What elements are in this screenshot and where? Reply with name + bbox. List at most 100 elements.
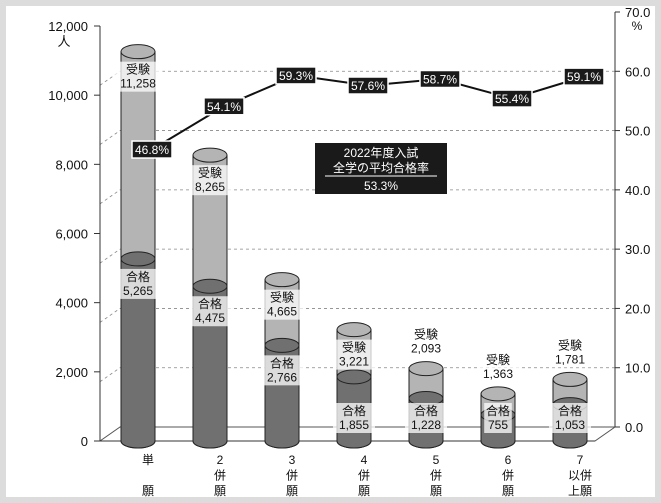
left-tick-label: 6,000 — [55, 227, 88, 242]
pass-data-label-text: 755 — [488, 418, 508, 432]
category-label: 併 — [430, 469, 442, 483]
pass-data-label-bg — [261, 355, 303, 386]
rate-label-box — [131, 140, 173, 159]
exam-data-label-text: 受験 — [558, 337, 582, 352]
pass-data-label: 合格1,053 — [549, 403, 591, 433]
exam-data-label-bg — [113, 61, 163, 92]
rate-label-box — [203, 97, 245, 116]
category-label: 3 — [289, 453, 296, 467]
pass-data-label-bg — [549, 403, 591, 433]
category-label: 願 — [502, 484, 514, 497]
rate-label-box — [491, 89, 533, 108]
pass-data-label-text: 4,475 — [195, 311, 225, 325]
annotation-line-2: 全学の平均合格率 — [333, 160, 429, 175]
exam-bar-top — [120, 44, 156, 60]
gridline-depth — [99, 189, 121, 205]
right-tick-label: 30.0 — [625, 242, 650, 257]
exam-data-label-text: 受験 — [270, 290, 294, 305]
exam-data-label: 受験3,221 — [333, 339, 375, 370]
rate-line: 46.8% 54.1% 59.3% 57.6% 58.7% 55.4% 59.1% — [131, 66, 605, 159]
pass-data-label-bg — [484, 403, 512, 433]
rate-point: 46.8% — [131, 140, 173, 159]
exam-data-label-text: 受験 — [342, 340, 366, 355]
category-label: 6 — [505, 453, 512, 467]
category-label: 併 — [358, 469, 370, 483]
exam-data-label-text: 3,221 — [339, 355, 369, 369]
pass-bar-body — [192, 285, 228, 449]
pass-data-label-text: 合格 — [342, 403, 366, 418]
rate-point: 54.1% — [203, 97, 245, 116]
exam-bar-top — [264, 272, 300, 288]
pass-data-label-text: 1,228 — [411, 418, 441, 432]
rate-label-box — [563, 67, 605, 86]
rate-label-box — [347, 76, 389, 95]
pass-data-label-text: 2,766 — [267, 370, 297, 384]
rate-label-box — [419, 69, 461, 89]
rate-point: 58.7% — [419, 69, 461, 89]
pass-data-label-text: 1,855 — [339, 418, 369, 432]
rate-label: 54.1% — [207, 100, 241, 114]
exam-data-label-text: 11,258 — [120, 77, 156, 91]
right-tick-label: 40.0 — [625, 183, 650, 198]
left-tick-label: 4,000 — [55, 296, 88, 311]
exam-data-label-bg — [261, 289, 303, 320]
pass-data-label: 合格4,475 — [189, 296, 231, 327]
pass-data-label: 合格5,265 — [117, 268, 159, 299]
rate-point: 59.1% — [563, 67, 605, 86]
pass-data-label-text: 合格 — [558, 403, 582, 418]
pass-data-label-text: 1,053 — [555, 418, 585, 432]
rate-label: 59.1% — [567, 70, 601, 84]
pass-data-label-text: 合格 — [414, 403, 438, 418]
category-label: 願 — [286, 484, 298, 497]
annotation-line-1: 2022年度入試 — [344, 145, 419, 160]
pass-data-label-bg — [405, 403, 447, 433]
left-tick-label: 0 — [81, 434, 88, 449]
pass-data-label: 合格1,228 — [405, 403, 447, 433]
exam-data-label-text: 1,781 — [555, 352, 585, 366]
pass-data-label-bg — [333, 403, 375, 433]
pass-data-label: 合格2,766 — [261, 355, 303, 386]
exam-data-label-text: 8,265 — [195, 180, 225, 194]
right-tick-label: 10.0 — [625, 361, 650, 376]
exam-data-label-text: 受験 — [198, 165, 222, 180]
category-label: 2 — [217, 453, 224, 467]
category-label: 併 — [286, 469, 298, 483]
chart-panel: 0 2,000 4,000 6,000 8,000 10,000 12,000 人 0.0 10.… — [6, 6, 655, 497]
pass-data-label-text: 合格 — [486, 403, 510, 418]
pass-data-label-text: 合格 — [126, 269, 150, 284]
category-label: 願 — [358, 484, 370, 497]
pass-bar-top — [264, 337, 300, 353]
exam-data-label: 受験1,363 — [477, 351, 519, 382]
exam-data-label-text: 2,093 — [411, 342, 441, 356]
rate-label: 55.4% — [495, 92, 529, 106]
pass-bar-top — [336, 369, 372, 385]
rate-label: 57.6% — [351, 79, 385, 93]
left-axis-unit: 人 — [57, 34, 70, 49]
category-label: 7 — [577, 453, 584, 467]
rate-point: 59.3% — [275, 66, 317, 85]
exam-data-label-text: 受験 — [126, 62, 150, 77]
pass-data-label-bg — [189, 296, 231, 327]
gridline-depth — [99, 367, 121, 383]
left-tick-label: 8,000 — [55, 157, 88, 172]
pass-bar — [264, 337, 300, 449]
rate-label: 46.8% — [135, 143, 169, 157]
category-label: 願 — [214, 484, 226, 497]
exam-data-label-text: 受験 — [486, 352, 510, 367]
pass-bar — [192, 278, 228, 449]
pass-data-label-text: 合格 — [198, 296, 222, 311]
exam-data-label-bg — [189, 165, 231, 196]
rate-label: 58.7% — [423, 72, 457, 86]
pass-bar-top — [120, 251, 156, 267]
gridline-depth — [99, 308, 121, 323]
annotation-value: 53.3% — [364, 179, 398, 193]
right-tick-label: 50.0 — [625, 124, 650, 139]
left-tick-label: 10,000 — [48, 88, 88, 103]
exam-data-label-bg — [477, 351, 519, 382]
annotation-box — [315, 143, 447, 194]
right-axis-unit: % — [632, 19, 643, 33]
